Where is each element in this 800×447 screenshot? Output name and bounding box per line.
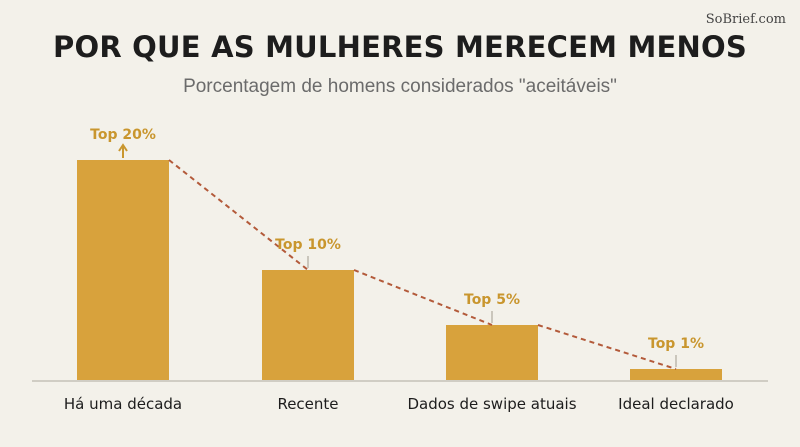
- data-label-2: Top 10%: [275, 237, 341, 253]
- data-label-4: Top 1%: [648, 336, 704, 352]
- category-label-1: Há uma década: [64, 395, 182, 413]
- watermark: SoBrief.com: [705, 12, 786, 27]
- bar-1: [77, 160, 169, 380]
- category-label-3: Dados de swipe atuais: [407, 395, 576, 413]
- bar-2: [262, 270, 354, 380]
- up-arrow-head-icon: [118, 143, 128, 152]
- trend-segment-2: [353, 269, 493, 326]
- data-label-3: Top 5%: [464, 292, 520, 308]
- chart-title: POR QUE AS MULHERES MERECEM MENOS: [53, 30, 747, 64]
- bar-4: [630, 369, 722, 380]
- data-label-1: Top 20%: [90, 127, 156, 143]
- chart-subtitle: Porcentagem de homens considerados "acei…: [183, 76, 617, 97]
- trend-segment-3: [537, 324, 677, 370]
- category-label-4: Ideal declarado: [618, 395, 734, 413]
- bar-3: [446, 325, 538, 380]
- category-label-2: Recente: [277, 395, 338, 413]
- trend-segment-1: [168, 159, 309, 271]
